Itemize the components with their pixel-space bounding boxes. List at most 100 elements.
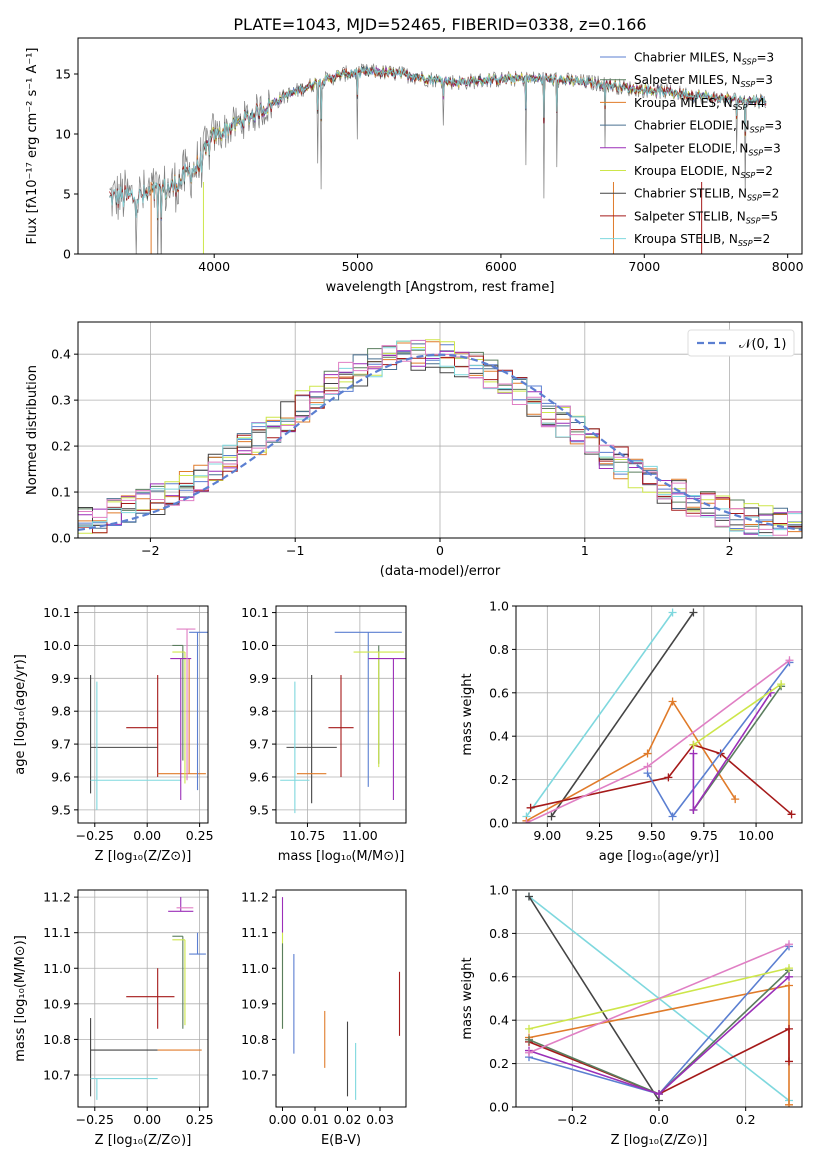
weight-marker — [668, 697, 677, 706]
x-tick-label: 10.75 — [290, 828, 326, 843]
y-tick-label: 9.7 — [51, 737, 71, 752]
x-tick-label: 0.00 — [133, 828, 161, 843]
weight-line-1 — [550, 612, 695, 817]
legend-label-main: Chabrier ELODIE, N — [634, 119, 750, 133]
weight_vs_age-panel: 9.00 9.25 9.50 9.75 10.00 0.0 0.2 0.4 0.6 0.8 1.0 a… — [460, 599, 803, 864]
errorbar-6 — [168, 897, 194, 912]
mass_vs_EBV-frame — [275, 889, 407, 1108]
y-tick-label: 9.9 — [249, 671, 269, 686]
y-tick-label: 11.1 — [241, 925, 269, 940]
weight-line-3 — [528, 1027, 790, 1095]
y-tick-label: 0.8 — [489, 642, 509, 657]
errorbar-4 — [172, 644, 184, 761]
x-tick-label: 0.03 — [366, 1112, 394, 1127]
errorbar-6 — [170, 658, 192, 800]
errorbar-5 — [172, 939, 186, 1026]
mass_vs_EBV-plot-area — [281, 897, 401, 1100]
weight-marker — [643, 762, 652, 771]
x-tick-label: 10.00 — [738, 828, 774, 843]
weight_vs_age-frame — [515, 605, 803, 824]
errorbar-8 — [176, 628, 196, 781]
y-tick-label: 9.6 — [249, 769, 269, 784]
x-tick-label: 0.25 — [186, 828, 214, 843]
weight-marker — [787, 810, 796, 819]
legend-label-normal: 𝒩(0, 1) — [739, 337, 786, 352]
x-tick-label: 0.00 — [269, 1112, 297, 1127]
age_vs_Z-plot-area — [90, 628, 208, 810]
mass_vs_EBV-panel: 0.00 0.01 0.02 0.03 10.7 10.8 10.9 11.0 11.1 11.2… — [241, 889, 407, 1148]
weight-marker — [655, 1089, 663, 1098]
legend-label-4: Salpeter ELODIE, NSSP=3 — [634, 141, 781, 157]
legend-label-main: Kroupa ELODIE, N — [634, 164, 741, 178]
x-tick-label: −0.2 — [557, 1112, 587, 1127]
x-tick-label: 0.2 — [736, 1112, 756, 1127]
weight_vs_Z-panel: −0.2 0.0 0.2 0.0 0.2 0.4 0.6 0.8 1.0 Z [log₁₀(Z/Z… — [460, 883, 803, 1148]
legend-label-tail: =3 — [755, 73, 773, 87]
y-tick-label: 9.5 — [51, 802, 71, 817]
weight-marker — [668, 608, 677, 617]
errorbar-1 — [90, 1077, 158, 1100]
y-tick-label: 11.0 — [241, 961, 269, 976]
weight-marker — [547, 812, 556, 821]
weight-marker — [785, 981, 793, 990]
legend-label-tail: =3 — [763, 141, 781, 155]
errorbar-7 — [189, 932, 206, 955]
weight_vs_Z-plot-area — [525, 892, 793, 1107]
y-tick-label: 0.8 — [489, 926, 509, 941]
y-tick-label: 9.6 — [51, 769, 71, 784]
x-tick-label: 0.25 — [186, 1112, 214, 1127]
weight-marker — [689, 740, 698, 749]
weight-marker — [785, 940, 793, 949]
legend-label-tail: =3 — [756, 51, 774, 65]
legend-label-tail: =4 — [747, 96, 765, 110]
weight-marker — [785, 1024, 793, 1033]
y-tick-label: 11.2 — [43, 890, 71, 905]
legend-label-main: Salpeter MILES, N — [634, 73, 741, 87]
y-tick-label: 0.0 — [489, 816, 509, 831]
legend-label-main: Salpeter ELODIE, N — [634, 141, 748, 155]
legend-label-tail: =5 — [760, 209, 778, 223]
x-tick-label: 9.75 — [690, 828, 718, 843]
weight-line-1 — [528, 896, 660, 1101]
weight-line-0 — [525, 612, 674, 817]
weight-marker — [731, 795, 740, 804]
errorbar-1 — [280, 681, 310, 814]
y-tick-label: 10.7 — [241, 1067, 269, 1082]
y-tick-label: 10.8 — [43, 1032, 71, 1047]
y-tick-label: 5 — [63, 187, 71, 202]
x-tick-label: 9.25 — [586, 828, 614, 843]
y-tick-label: 10 — [55, 127, 71, 142]
y-tick-label: 0.4 — [489, 1013, 509, 1028]
x-tick-label: 0.00 — [133, 1112, 161, 1127]
legend-label-sub: SSP — [738, 239, 753, 248]
legend-label-1: Salpeter MILES, NSSP=3 — [634, 73, 773, 89]
y-axis-label: mass [log₁₀(M/M⊙)] — [13, 935, 28, 1062]
weight-marker — [664, 773, 673, 782]
errorbar-2 — [126, 675, 159, 777]
errorbar-0 — [90, 675, 158, 794]
legend-label-main: Kroupa STELIB, N — [634, 232, 738, 246]
x-tick-label: 2 — [726, 543, 734, 558]
legend-label-7: Salpeter STELIB, NSSP=5 — [634, 209, 778, 225]
x-tick-label: 4000 — [198, 259, 230, 274]
x-axis-label: wavelength [Angstrom, rest frame] — [326, 280, 555, 295]
y-tick-label: 9.5 — [249, 802, 269, 817]
errorbar-1 — [90, 681, 181, 810]
legend-label-8: Kroupa STELIB, NSSP=2 — [634, 232, 770, 248]
legend-label-sub: SSP — [741, 80, 756, 89]
x-tick-label: 8000 — [772, 259, 804, 274]
model-spectrum-8 — [109, 65, 767, 219]
weight-marker — [525, 892, 533, 901]
x-axis-label: Z [log₁₀(Z/Z⊙)] — [611, 1133, 708, 1148]
errorbar-5 — [172, 651, 186, 784]
spectrum-title: PLATE=1043, MJD=52465, FIBERID=0338, z=0… — [233, 15, 646, 34]
mass_vs_Z-frame — [77, 889, 209, 1108]
weight_vs_age-plot-area — [522, 608, 796, 823]
normal-curve — [78, 353, 802, 531]
y-axis-label: Normed distribution — [25, 365, 40, 495]
x-tick-label: 0 — [436, 543, 444, 558]
y-tick-label: 0.6 — [489, 685, 509, 700]
legend-label-5: Kroupa ELODIE, NSSP=2 — [634, 164, 773, 180]
weight-marker — [525, 1024, 533, 1033]
